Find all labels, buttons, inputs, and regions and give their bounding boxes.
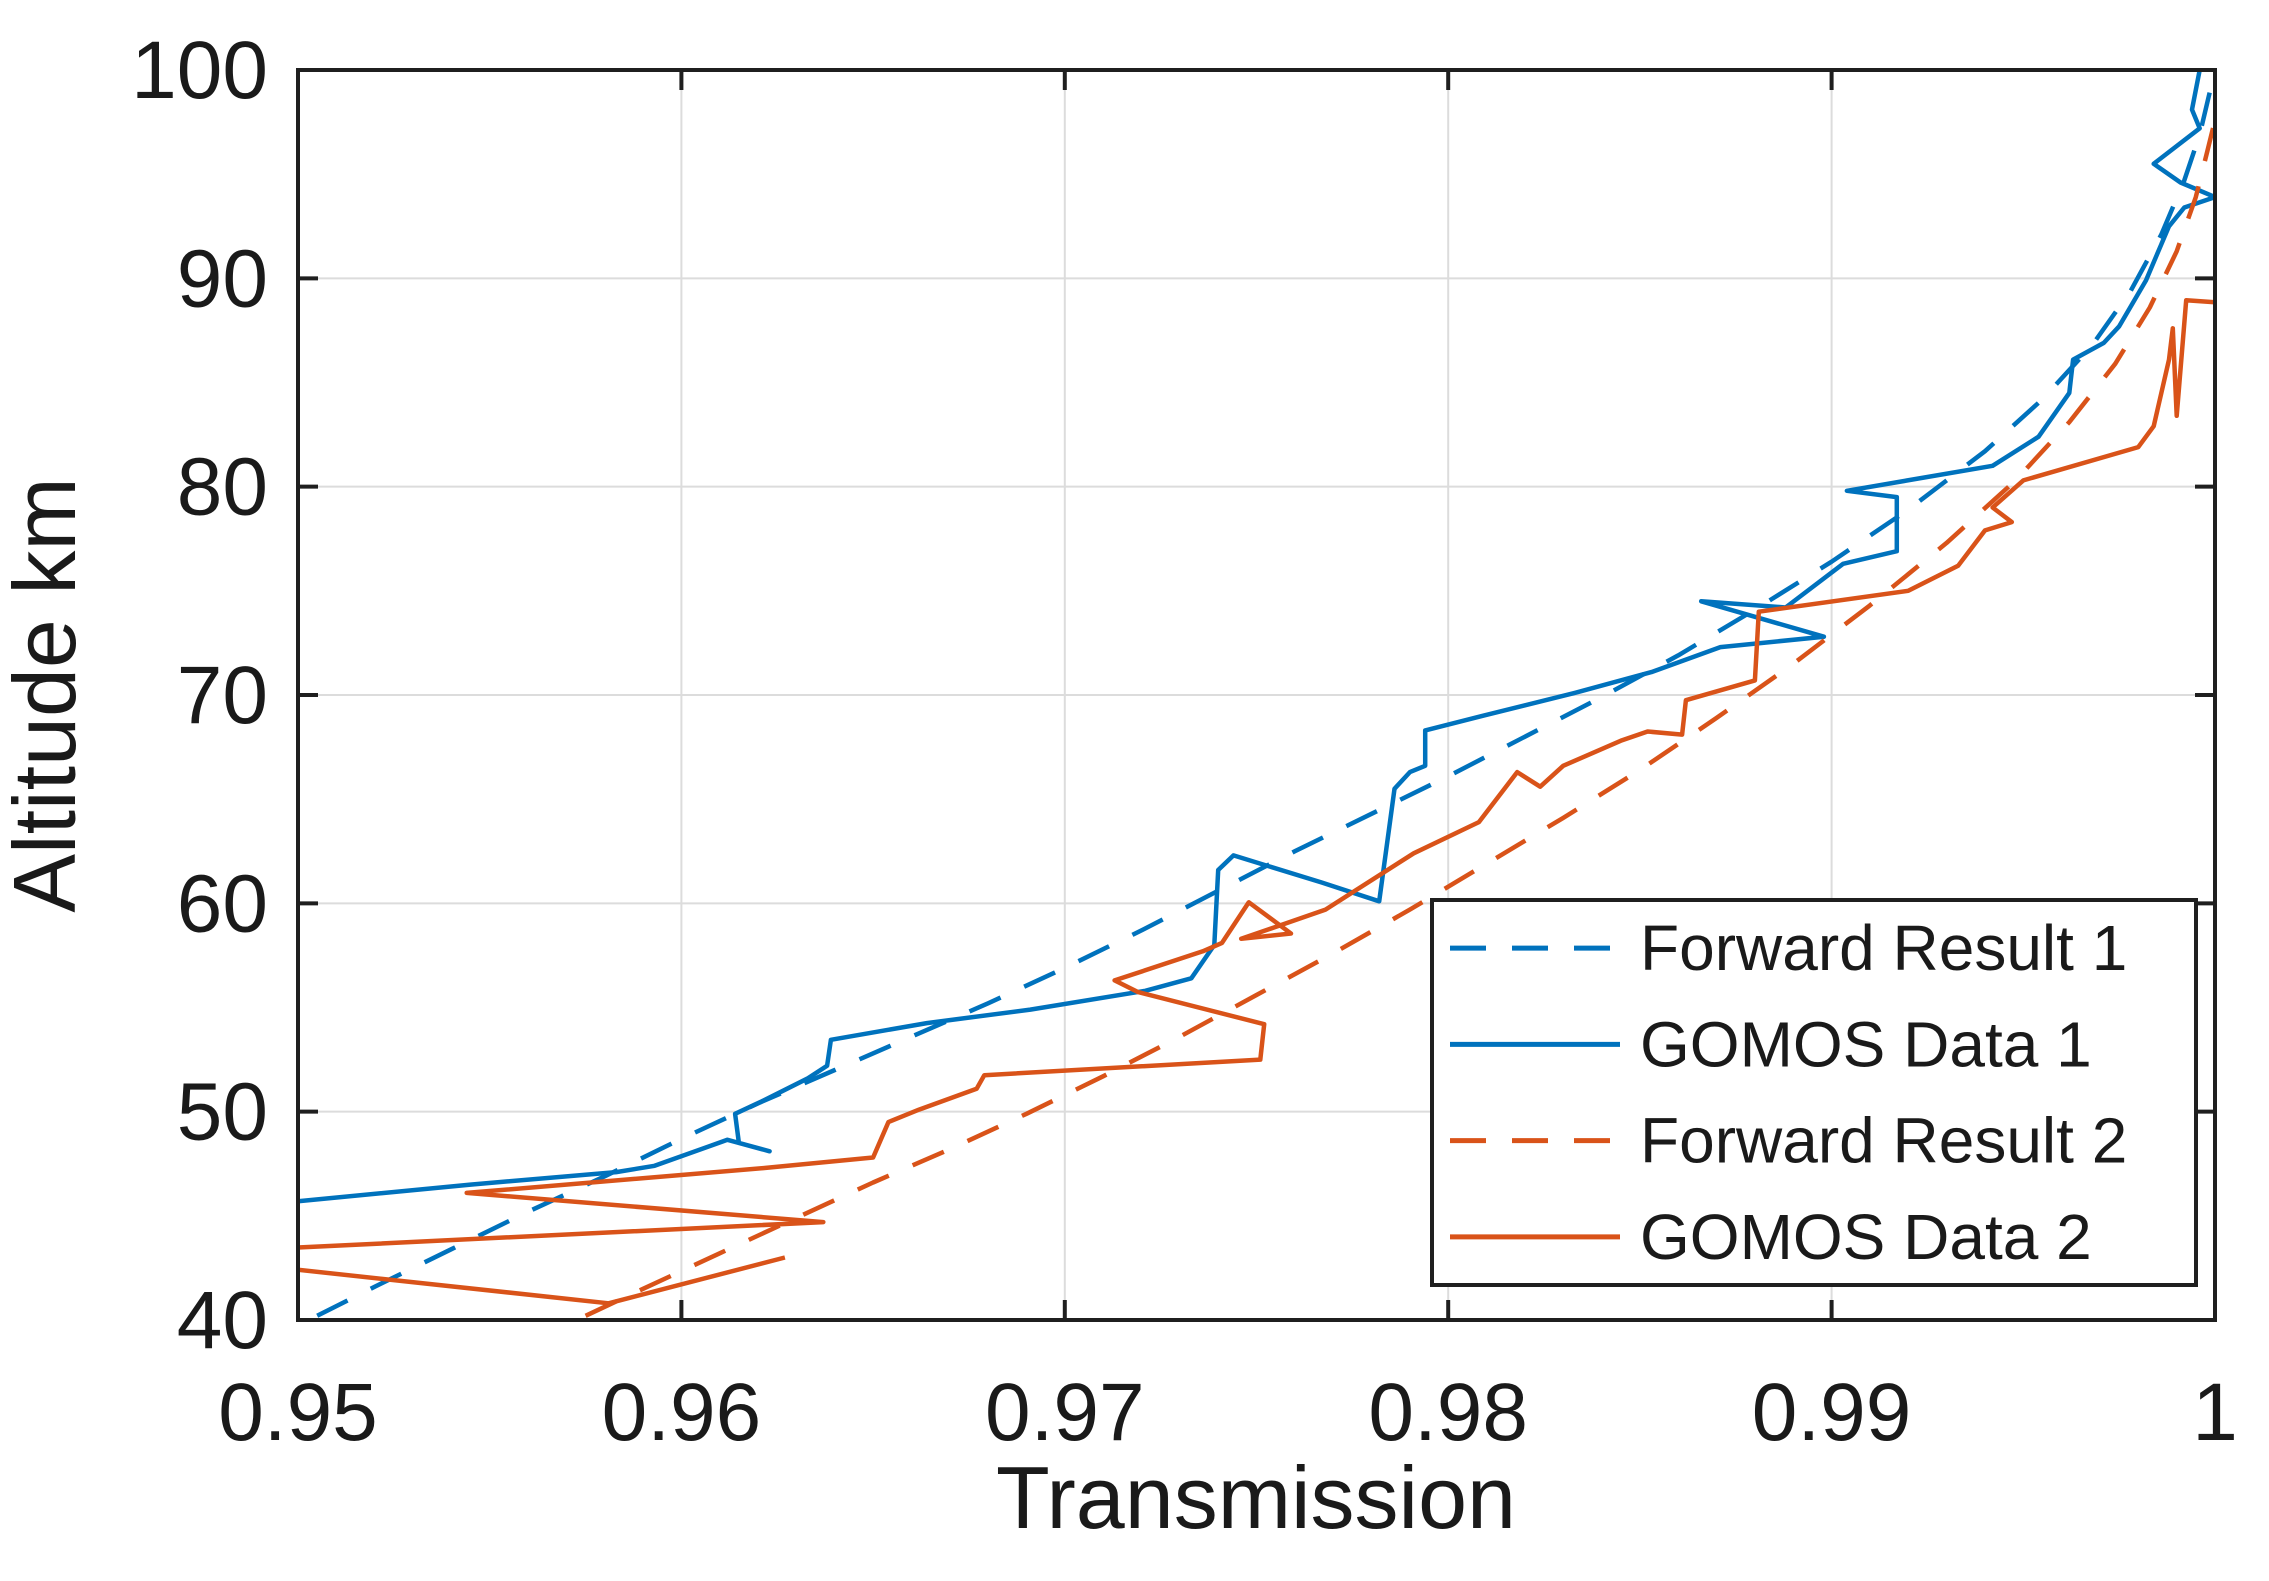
legend-item-forward-result-2: Forward Result 2 (1450, 1105, 2127, 1177)
y-tick-label: 60 (177, 858, 268, 949)
x-tick-label: 0.98 (1368, 1367, 1528, 1458)
legend-box (1430, 898, 2198, 1287)
legend-item-gomos-data-1: GOMOS Data 1 (1450, 1008, 2092, 1080)
series-line-gomos-data-1 (298, 70, 2215, 1204)
series-line-gomos-data-2 (298, 297, 2215, 1306)
series-line-forward-result-2 (584, 119, 2215, 1318)
x-tick-labels: 0.95 0.96 0.97 0.98 0.99 1 (218, 1367, 2238, 1458)
legend: Forward Result 1 GOMOS Data 1 Forward Resu… (1430, 898, 2198, 1287)
legend-label: GOMOS Data 2 (1640, 1201, 2092, 1273)
x-tick-label: 1 (2192, 1367, 2238, 1458)
legend-label: Forward Result 2 (1640, 1105, 2127, 1177)
y-axis-label: Altitude km (0, 477, 94, 912)
legend-item-forward-result-1: Forward Result 1 (1450, 912, 2127, 984)
x-tick-label: 0.97 (985, 1367, 1145, 1458)
axis-ticks (296, 68, 2217, 1322)
y-tick-label: 80 (177, 442, 268, 533)
y-tick-label: 100 (131, 25, 268, 116)
legend-label: Forward Result 1 (1640, 912, 2127, 984)
y-tick-label: 40 (177, 1275, 268, 1366)
y-tick-labels: 40 50 60 70 80 90 100 (131, 25, 268, 1366)
y-tick-label: 90 (177, 233, 268, 324)
x-tick-label: 0.96 (602, 1367, 762, 1458)
legend-label: GOMOS Data 1 (1640, 1008, 2092, 1080)
series-line-forward-result-1 (316, 70, 2215, 1318)
x-tick-label: 0.99 (1752, 1367, 1912, 1458)
legend-item-gomos-data-2: GOMOS Data 2 (1450, 1201, 2092, 1273)
y-tick-label: 50 (177, 1067, 268, 1158)
x-tick-label: 0.95 (218, 1367, 378, 1458)
x-axis-label: Transmission (996, 1448, 1516, 1547)
data-series-layer (298, 70, 2215, 1318)
y-tick-label: 70 (177, 650, 268, 741)
